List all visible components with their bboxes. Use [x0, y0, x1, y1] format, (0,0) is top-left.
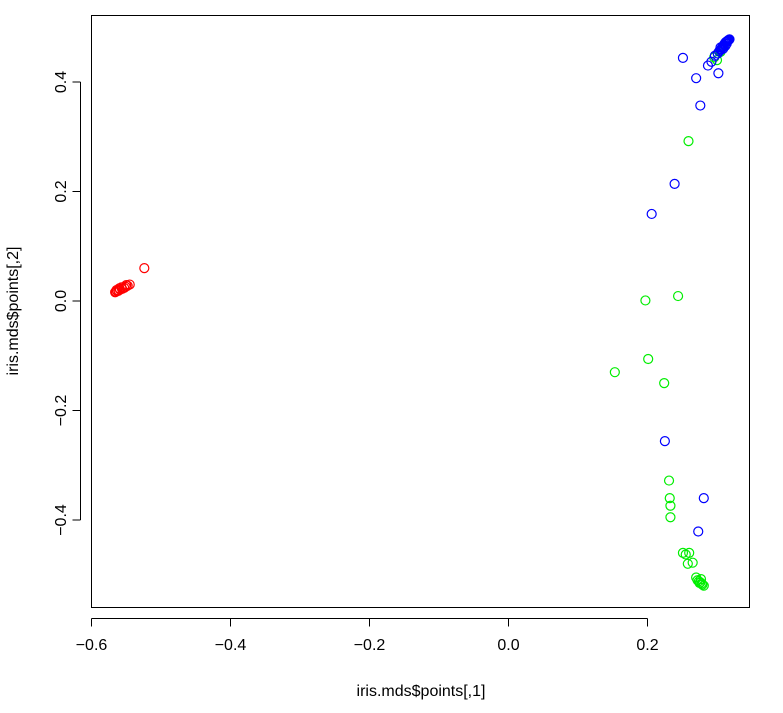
x-tick-label: 0.0	[497, 637, 519, 654]
data-point-series-1	[111, 284, 122, 296]
data-point-series-3	[659, 436, 670, 447]
y-tick-label: 0.4	[53, 71, 70, 93]
data-point-series-2	[697, 579, 708, 590]
data-point-series-2	[677, 547, 689, 558]
plot-frame	[91, 15, 750, 608]
data-point-series-1	[116, 282, 127, 293]
y-tick-label: 0.0	[53, 290, 70, 312]
data-point-series-1	[114, 283, 125, 294]
data-point-series-2	[682, 558, 693, 569]
data-point-series-2	[643, 353, 654, 365]
data-point-series-1	[121, 280, 132, 291]
data-point-series-3	[706, 56, 717, 67]
y-tick-label: −0.2	[53, 395, 70, 427]
x-axis-label: iris.mds$points[,1]	[357, 683, 486, 700]
data-point-series-2	[694, 577, 705, 589]
data-point-series-2	[672, 290, 684, 302]
data-point-series-2	[684, 547, 695, 558]
data-point-series-3	[693, 526, 704, 537]
data-point-series-3	[677, 52, 689, 64]
data-point-series-2	[664, 493, 675, 504]
data-point-series-2	[683, 136, 694, 147]
y-tick-label: 0.2	[53, 180, 70, 202]
x-tick-label: 0.2	[636, 637, 658, 654]
data-point-series-2	[640, 295, 651, 306]
data-point-series-3	[698, 493, 709, 504]
x-tick-label: −0.4	[215, 637, 247, 654]
data-point-series-2	[659, 378, 670, 389]
x-tick-label: −0.2	[354, 637, 386, 654]
data-point-series-2	[687, 557, 698, 568]
x-axis: −0.6 −0.4 −0.2 0.0 0.2	[76, 618, 659, 654]
data-point-series-3	[702, 60, 714, 71]
data-point-series-3	[669, 178, 680, 189]
data-point-series-3	[691, 73, 702, 84]
y-tick-label: −0.4	[53, 504, 70, 536]
data-point-series-3	[715, 42, 726, 53]
x-tick-label: −0.6	[76, 637, 108, 654]
y-axis: −0.4 −0.2 0.0 0.2 0.4	[53, 71, 81, 536]
data-point-series-2	[665, 500, 676, 511]
data-point-series-3	[646, 208, 657, 220]
data-point-series-3	[695, 100, 706, 111]
data-point-series-3	[720, 40, 731, 51]
data-points	[110, 34, 735, 591]
y-axis-label: iris.mds$points[,2]	[5, 247, 22, 376]
data-point-series-2	[609, 367, 620, 378]
data-point-series-1	[139, 263, 150, 274]
data-point-series-2	[663, 475, 675, 486]
data-point-series-3	[713, 68, 724, 79]
data-point-series-2	[665, 512, 676, 523]
